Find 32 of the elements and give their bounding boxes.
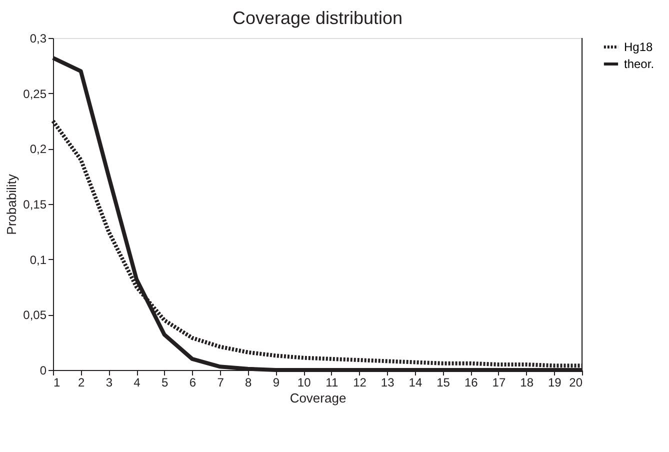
x-tick-label: 5	[162, 376, 169, 390]
x-tick-label: 14	[408, 376, 422, 390]
y-tick-label: 0,25	[23, 86, 47, 101]
x-tick-label: 12	[353, 376, 367, 390]
y-tick-label: 0,3	[30, 32, 47, 46]
y-tick-label: 0,1	[30, 252, 47, 267]
x-tick-label: 9	[272, 376, 280, 390]
x-tick-label: 18	[520, 376, 534, 390]
legend-label: Hg18	[624, 40, 654, 54]
x-tick-label: 1	[54, 376, 60, 390]
x-tick-label: 11	[326, 376, 338, 390]
x-tick-label: 16	[464, 376, 478, 390]
y-axis-title: Probability	[4, 174, 20, 235]
x-tick-label: 7	[217, 376, 224, 390]
x-tick-label: 8	[245, 376, 252, 390]
x-tick-label: 17	[492, 376, 506, 390]
x-tick-label: 4	[134, 376, 141, 390]
x-tick-label: 6	[189, 376, 196, 390]
x-tick-label: 10	[297, 376, 312, 390]
chart-title: Coverage distribution	[232, 8, 403, 28]
y-tick-label: 0	[40, 364, 47, 378]
x-tick-label: 13	[380, 376, 395, 390]
x-tick-label: 2	[78, 376, 85, 390]
y-tick-label: 0,15	[23, 198, 47, 212]
y-tick-label: 0,05	[23, 308, 47, 322]
x-axis-title: Coverage	[290, 390, 346, 406]
x-tick-label: 3	[106, 376, 113, 390]
legend-label: theor.	[624, 57, 654, 71]
x-tick-label: 20	[569, 376, 583, 390]
x-tick-label: 19	[548, 376, 562, 390]
y-tick-label: 0,2	[30, 142, 47, 156]
x-tick-label: 15	[436, 376, 450, 390]
